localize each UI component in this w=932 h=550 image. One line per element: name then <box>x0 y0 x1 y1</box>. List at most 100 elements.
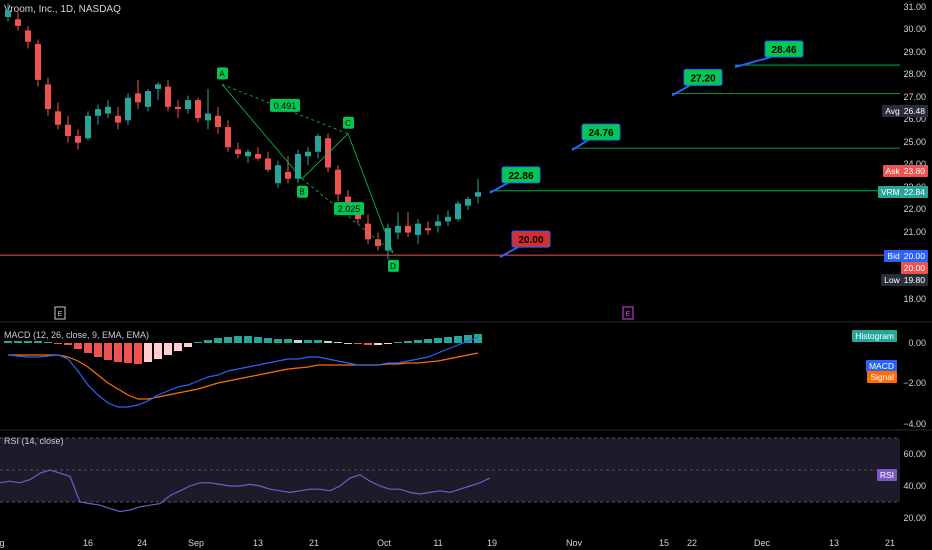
candle-body <box>185 100 191 110</box>
candle-body <box>375 239 381 247</box>
price-axis-label: 29.00 <box>903 46 926 57</box>
target-arrow <box>489 181 509 194</box>
pattern-point-badge <box>388 259 399 272</box>
macd-histogram-bar <box>274 339 282 343</box>
price-axis-label: 24.00 <box>903 159 926 169</box>
ask-tag: Ask 23.80 <box>882 165 928 177</box>
candle-body <box>155 84 161 89</box>
candle-body <box>135 93 141 103</box>
pattern-point-label: C <box>345 119 351 128</box>
macd-histogram-bar <box>4 341 12 343</box>
price-axis-label: 27.00 <box>903 91 926 102</box>
macd-axis-1: −2.00 <box>903 378 926 388</box>
macd-histogram-bar <box>474 334 482 343</box>
macd-histogram-bar <box>194 342 202 343</box>
candle-body <box>85 115 91 139</box>
candle-body <box>345 196 351 206</box>
pattern-leg <box>301 133 349 179</box>
target-arrow <box>499 246 519 258</box>
candle-body <box>25 30 31 42</box>
pattern-ratio-label: 2.025 <box>338 204 361 214</box>
candle-body <box>225 127 231 148</box>
price-axis-label: 21.00 <box>903 226 926 237</box>
macd-axis-0: 0.00 <box>908 338 926 348</box>
candle-body <box>335 169 341 195</box>
pattern-leg <box>221 84 303 179</box>
signal-tag: Signal <box>867 371 897 383</box>
target-badge <box>511 230 551 248</box>
rsi-label[interactable]: RSI (14, close) <box>4 436 64 446</box>
macd-histogram-bar <box>334 342 342 343</box>
pattern-point-badge <box>297 185 308 198</box>
candle-body <box>125 97 131 121</box>
rsi-tag: RSI <box>876 469 897 481</box>
time-axis-label: 16 <box>82 538 94 548</box>
macd-histogram-bar <box>224 337 232 343</box>
candle-body <box>425 228 431 231</box>
target-label: 24.76 <box>588 128 613 139</box>
signal-line <box>8 352 479 400</box>
macd-histogram-bar <box>154 343 162 359</box>
rsi-line <box>0 469 491 513</box>
macd-line <box>7 336 479 408</box>
target-arrow <box>734 56 772 69</box>
candle-body <box>75 136 81 143</box>
time-axis-label: 13 <box>828 538 840 548</box>
rsi-axis-0: 60.00 <box>903 449 926 459</box>
macd-histogram-bar <box>404 341 412 343</box>
target-label: 27.20 <box>690 73 715 84</box>
event-marker-label: E <box>58 311 63 318</box>
macd-histogram-bar <box>344 343 352 344</box>
candle-body <box>445 216 451 222</box>
candle-body <box>45 84 51 110</box>
macd-histogram-bar <box>204 340 212 343</box>
macd-histogram-bar <box>264 338 272 343</box>
macd-histogram-bar <box>324 341 332 343</box>
time-axis-label: 15 <box>658 538 670 548</box>
macd-histogram-bar <box>44 342 52 343</box>
avg-tag: Avg 26.48 <box>882 105 928 117</box>
event-marker <box>622 306 634 320</box>
target-badge <box>581 123 621 141</box>
histogram-tag: Histogram <box>852 330 897 342</box>
macd-histogram-bar <box>64 343 72 345</box>
target-label: 28.46 <box>771 45 796 56</box>
pattern-point-badge <box>217 67 228 80</box>
target-label: 20.00 <box>518 235 543 246</box>
price-axis-label: 22.00 <box>903 204 926 215</box>
event-marker-label: E <box>626 311 631 318</box>
candle-body <box>105 106 111 114</box>
target-badge <box>764 40 804 58</box>
macd-label[interactable]: MACD (12, 26, close, 9, EMA, EMA) <box>4 330 150 340</box>
macd-histogram-bar <box>364 343 372 345</box>
candle-body <box>455 203 461 220</box>
price-axis-label: 30.00 <box>903 24 926 35</box>
macd-histogram-bar <box>84 343 92 353</box>
bid-line-tag: 20.00 <box>900 262 928 274</box>
pattern-leg <box>347 133 394 253</box>
candle-body <box>435 221 441 226</box>
macd-histogram-bar <box>144 343 152 362</box>
bid-tag: Bid 20.00 <box>884 250 928 262</box>
price-axis-label: 26.00 <box>903 114 926 125</box>
rsi-axis-2: 20.00 <box>903 513 926 523</box>
macd-histogram-bar <box>354 343 362 344</box>
candle-body <box>35 43 41 80</box>
macd-histogram-bar <box>34 341 42 343</box>
candle-body <box>95 109 101 116</box>
macd-histogram-bar <box>384 343 392 344</box>
macd-histogram-bar <box>14 341 22 343</box>
time-axis-label: 22 <box>686 538 698 548</box>
target-arrow <box>671 84 691 97</box>
candle-body <box>415 223 421 235</box>
candle-body <box>65 124 71 137</box>
candle-body <box>205 113 211 121</box>
candle-body <box>235 149 241 154</box>
macd-histogram-bar <box>184 343 192 347</box>
time-axis-label: 13 <box>252 538 264 548</box>
pattern-point-label: D <box>390 262 396 271</box>
time-axis-label: 24 <box>136 538 148 548</box>
rsi-axis-1: 40.00 <box>903 481 926 491</box>
macd-histogram-bar <box>314 340 322 343</box>
